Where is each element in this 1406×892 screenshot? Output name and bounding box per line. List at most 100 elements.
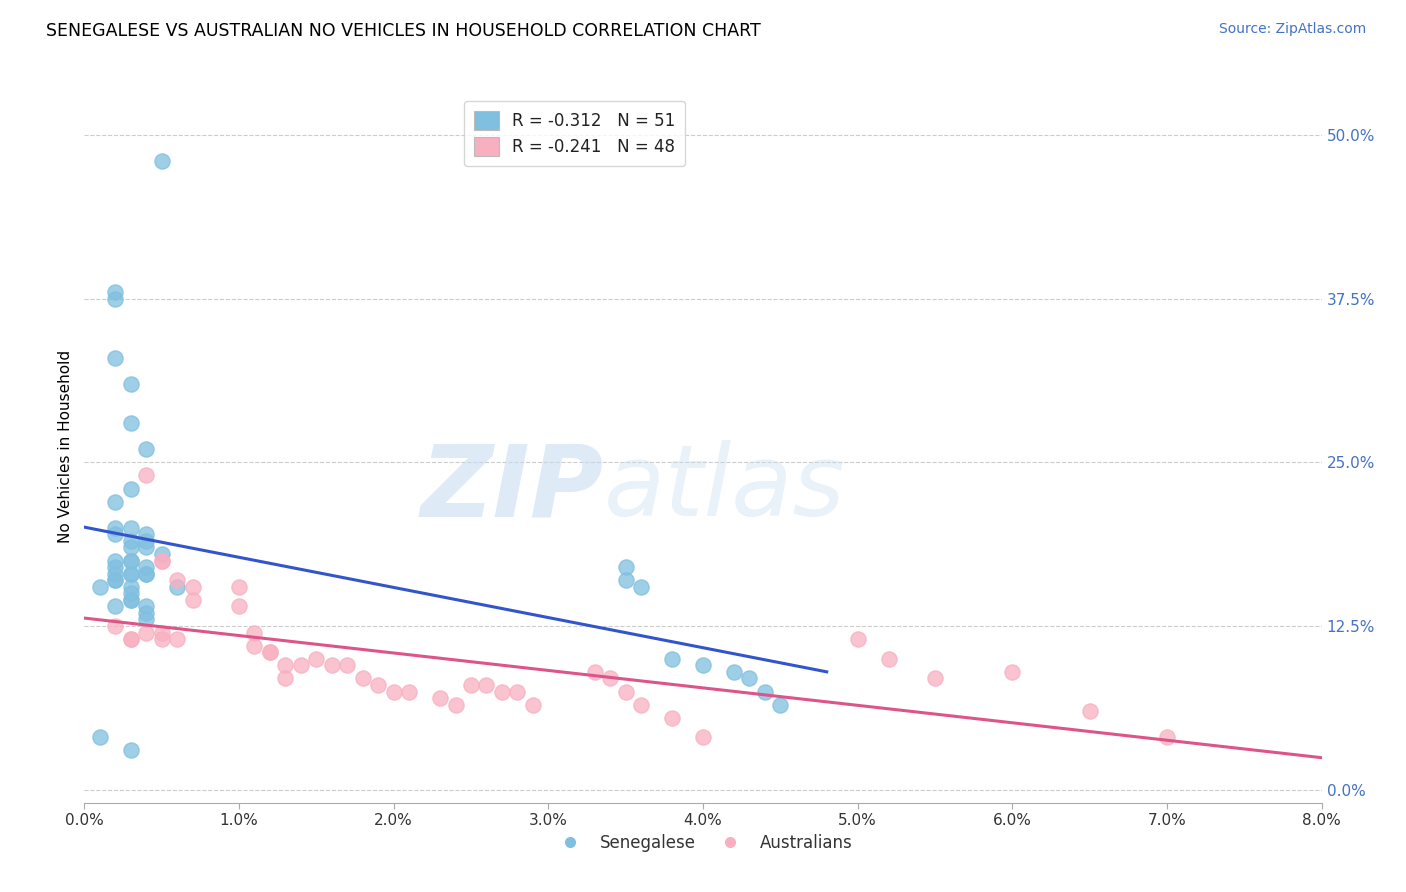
Point	[583, 665, 606, 679]
Point	[336, 658, 359, 673]
Point	[135, 612, 157, 626]
Point	[104, 599, 127, 614]
Point	[120, 566, 142, 581]
Point	[228, 580, 250, 594]
Point	[150, 625, 173, 640]
Point	[491, 684, 513, 698]
Y-axis label: No Vehicles in Household: No Vehicles in Household	[58, 350, 73, 542]
Point	[274, 658, 297, 673]
Point	[135, 533, 157, 548]
Point	[243, 625, 266, 640]
Point	[321, 658, 343, 673]
Point	[166, 632, 188, 647]
Point	[104, 292, 127, 306]
Point	[120, 592, 142, 607]
Point	[120, 521, 142, 535]
Point	[120, 553, 142, 567]
Point	[135, 606, 157, 620]
Legend: Senegalese, Australians: Senegalese, Australians	[547, 828, 859, 859]
Text: SENEGALESE VS AUSTRALIAN NO VEHICLES IN HOUSEHOLD CORRELATION CHART: SENEGALESE VS AUSTRALIAN NO VEHICLES IN …	[46, 22, 761, 40]
Point	[475, 678, 498, 692]
Point	[104, 619, 127, 633]
Point	[120, 580, 142, 594]
Text: atlas: atlas	[605, 441, 845, 537]
Point	[135, 566, 157, 581]
Point	[104, 573, 127, 587]
Point	[89, 580, 111, 594]
Point	[877, 652, 900, 666]
Point	[135, 541, 157, 555]
Point	[104, 560, 127, 574]
Point	[150, 547, 173, 561]
Point	[135, 625, 157, 640]
Point	[104, 351, 127, 365]
Point	[259, 645, 281, 659]
Point	[738, 672, 761, 686]
Point	[614, 560, 637, 574]
Point	[104, 521, 127, 535]
Point	[120, 553, 142, 567]
Point	[120, 632, 142, 647]
Point	[522, 698, 544, 712]
Point	[135, 442, 157, 457]
Point	[104, 553, 127, 567]
Point	[120, 586, 142, 600]
Point	[846, 632, 869, 647]
Point	[150, 632, 173, 647]
Point	[89, 731, 111, 745]
Point	[305, 652, 328, 666]
Point	[120, 632, 142, 647]
Point	[120, 566, 142, 581]
Point	[104, 573, 127, 587]
Point	[429, 691, 451, 706]
Point	[614, 573, 637, 587]
Text: ZIP: ZIP	[420, 441, 605, 537]
Point	[135, 527, 157, 541]
Point	[661, 711, 683, 725]
Point	[661, 652, 683, 666]
Point	[181, 580, 204, 594]
Point	[274, 672, 297, 686]
Point	[290, 658, 312, 673]
Point	[181, 592, 204, 607]
Point	[352, 672, 374, 686]
Point	[1001, 665, 1024, 679]
Point	[924, 672, 946, 686]
Point	[243, 639, 266, 653]
Point	[150, 154, 173, 169]
Point	[444, 698, 467, 712]
Point	[1078, 704, 1101, 718]
Point	[1156, 731, 1178, 745]
Point	[723, 665, 745, 679]
Point	[692, 731, 714, 745]
Point	[120, 541, 142, 555]
Point	[150, 553, 173, 567]
Point	[135, 468, 157, 483]
Point	[166, 580, 188, 594]
Point	[120, 743, 142, 757]
Point	[135, 599, 157, 614]
Point	[382, 684, 405, 698]
Point	[630, 580, 652, 594]
Point	[769, 698, 792, 712]
Point	[120, 416, 142, 430]
Point	[120, 533, 142, 548]
Point	[135, 560, 157, 574]
Point	[754, 684, 776, 698]
Point	[460, 678, 482, 692]
Point	[367, 678, 389, 692]
Point	[104, 566, 127, 581]
Point	[120, 376, 142, 391]
Point	[506, 684, 529, 698]
Point	[120, 592, 142, 607]
Point	[135, 566, 157, 581]
Point	[150, 553, 173, 567]
Point	[228, 599, 250, 614]
Text: Source: ZipAtlas.com: Source: ZipAtlas.com	[1219, 22, 1367, 37]
Point	[599, 672, 621, 686]
Point	[166, 573, 188, 587]
Point	[692, 658, 714, 673]
Point	[630, 698, 652, 712]
Point	[398, 684, 420, 698]
Point	[614, 684, 637, 698]
